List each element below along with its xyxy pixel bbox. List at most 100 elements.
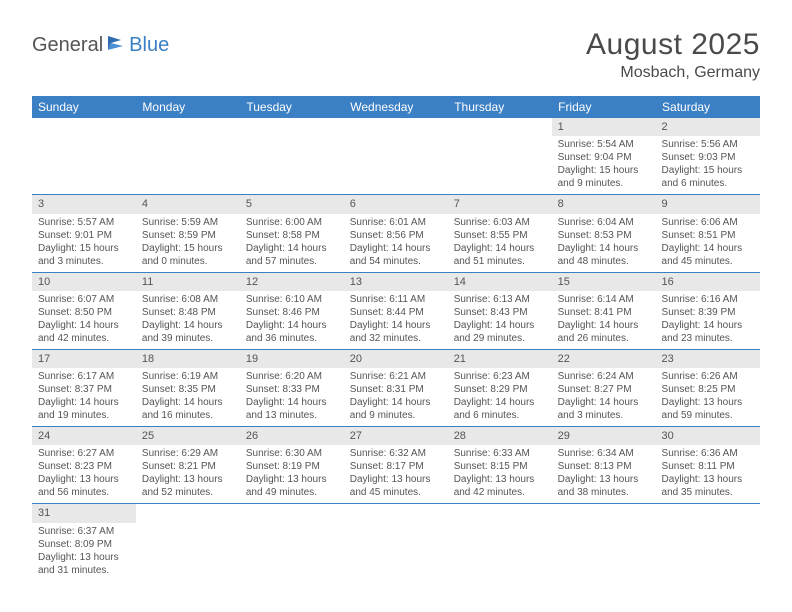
calendar-day-cell: 31Sunrise: 6:37 AMSunset: 8:09 PMDayligh…: [32, 504, 136, 581]
day-details: Sunrise: 6:08 AMSunset: 8:48 PMDaylight:…: [136, 291, 240, 349]
day-number: 23: [656, 350, 760, 368]
day-details: Sunrise: 6:00 AMSunset: 8:58 PMDaylight:…: [240, 214, 344, 272]
sunrise-line: Sunrise: 6:34 AM: [558, 447, 650, 460]
calendar-day-cell: 23Sunrise: 6:26 AMSunset: 8:25 PMDayligh…: [656, 349, 760, 426]
day-number: 26: [240, 427, 344, 445]
sunset-line: Sunset: 8:56 PM: [350, 229, 442, 242]
sunrise-line: Sunrise: 6:26 AM: [662, 370, 754, 383]
sunrise-line: Sunrise: 6:37 AM: [38, 525, 130, 538]
calendar-day-cell: 27Sunrise: 6:32 AMSunset: 8:17 PMDayligh…: [344, 427, 448, 504]
calendar-day-cell: 20Sunrise: 6:21 AMSunset: 8:31 PMDayligh…: [344, 349, 448, 426]
sunset-line: Sunset: 8:39 PM: [662, 306, 754, 319]
daylight-line: Daylight: 15 hours and 6 minutes.: [662, 164, 754, 190]
calendar-day-cell: 10Sunrise: 6:07 AMSunset: 8:50 PMDayligh…: [32, 272, 136, 349]
calendar-day-cell: 13Sunrise: 6:11 AMSunset: 8:44 PMDayligh…: [344, 272, 448, 349]
sunrise-line: Sunrise: 6:20 AM: [246, 370, 338, 383]
flag-icon: [107, 35, 127, 51]
sunset-line: Sunset: 8:48 PM: [142, 306, 234, 319]
sunset-line: Sunset: 8:46 PM: [246, 306, 338, 319]
calendar-day-cell: 29Sunrise: 6:34 AMSunset: 8:13 PMDayligh…: [552, 427, 656, 504]
daylight-line: Daylight: 14 hours and 13 minutes.: [246, 396, 338, 422]
daylight-line: Daylight: 14 hours and 57 minutes.: [246, 242, 338, 268]
day-number: 17: [32, 350, 136, 368]
calendar-day-cell: [136, 118, 240, 195]
calendar-day-cell: 5Sunrise: 6:00 AMSunset: 8:58 PMDaylight…: [240, 195, 344, 272]
calendar-week-row: 3Sunrise: 5:57 AMSunset: 9:01 PMDaylight…: [32, 195, 760, 272]
sunrise-line: Sunrise: 6:14 AM: [558, 293, 650, 306]
calendar-day-cell: 4Sunrise: 5:59 AMSunset: 8:59 PMDaylight…: [136, 195, 240, 272]
sunrise-line: Sunrise: 6:16 AM: [662, 293, 754, 306]
day-details: Sunrise: 6:23 AMSunset: 8:29 PMDaylight:…: [448, 368, 552, 426]
sunrise-line: Sunrise: 6:19 AM: [142, 370, 234, 383]
daylight-line: Daylight: 13 hours and 49 minutes.: [246, 473, 338, 499]
sunrise-line: Sunrise: 6:07 AM: [38, 293, 130, 306]
day-details: Sunrise: 6:16 AMSunset: 8:39 PMDaylight:…: [656, 291, 760, 349]
calendar-day-cell: 30Sunrise: 6:36 AMSunset: 8:11 PMDayligh…: [656, 427, 760, 504]
sunrise-line: Sunrise: 6:04 AM: [558, 216, 650, 229]
sunrise-line: Sunrise: 6:21 AM: [350, 370, 442, 383]
day-details: Sunrise: 6:06 AMSunset: 8:51 PMDaylight:…: [656, 214, 760, 272]
calendar-week-row: 24Sunrise: 6:27 AMSunset: 8:23 PMDayligh…: [32, 427, 760, 504]
calendar-day-cell: 25Sunrise: 6:29 AMSunset: 8:21 PMDayligh…: [136, 427, 240, 504]
day-details: Sunrise: 6:29 AMSunset: 8:21 PMDaylight:…: [136, 445, 240, 503]
page-title: August 2025: [586, 28, 760, 62]
day-details: Sunrise: 6:04 AMSunset: 8:53 PMDaylight:…: [552, 214, 656, 272]
header: General Blue August 2025 Mosbach, German…: [32, 28, 760, 82]
sunset-line: Sunset: 8:27 PM: [558, 383, 650, 396]
day-number: 6: [344, 195, 448, 213]
daylight-line: Daylight: 13 hours and 45 minutes.: [350, 473, 442, 499]
calendar-day-cell: 7Sunrise: 6:03 AMSunset: 8:55 PMDaylight…: [448, 195, 552, 272]
day-number: 5: [240, 195, 344, 213]
sunrise-line: Sunrise: 6:08 AM: [142, 293, 234, 306]
sunrise-line: Sunrise: 6:11 AM: [350, 293, 442, 306]
calendar-day-cell: 2Sunrise: 5:56 AMSunset: 9:03 PMDaylight…: [656, 118, 760, 195]
daylight-line: Daylight: 14 hours and 51 minutes.: [454, 242, 546, 268]
sunset-line: Sunset: 8:17 PM: [350, 460, 442, 473]
calendar-day-cell: 28Sunrise: 6:33 AMSunset: 8:15 PMDayligh…: [448, 427, 552, 504]
calendar-day-cell: 12Sunrise: 6:10 AMSunset: 8:46 PMDayligh…: [240, 272, 344, 349]
title-block: August 2025 Mosbach, Germany: [586, 28, 760, 82]
day-number: 21: [448, 350, 552, 368]
sunset-line: Sunset: 9:03 PM: [662, 151, 754, 164]
sunset-line: Sunset: 8:43 PM: [454, 306, 546, 319]
sunset-line: Sunset: 8:29 PM: [454, 383, 546, 396]
day-number-empty: [448, 504, 552, 522]
day-number: 7: [448, 195, 552, 213]
sunset-line: Sunset: 8:41 PM: [558, 306, 650, 319]
calendar-day-cell: 19 Sunrise: 6:20 AMSunset: 8:33 PMDayligh…: [240, 349, 344, 426]
day-details: Sunrise: 6:10 AMSunset: 8:46 PMDaylight:…: [240, 291, 344, 349]
calendar-day-cell: 11Sunrise: 6:08 AMSunset: 8:48 PMDayligh…: [136, 272, 240, 349]
daylight-line: Daylight: 14 hours and 3 minutes.: [558, 396, 650, 422]
day-details: Sunrise: 5:54 AMSunset: 9:04 PMDaylight:…: [552, 136, 656, 194]
day-details: Sunrise: 6:33 AMSunset: 8:15 PMDaylight:…: [448, 445, 552, 503]
sunrise-line: Sunrise: 5:54 AM: [558, 138, 650, 151]
calendar-day-cell: 26Sunrise: 6:30 AMSunset: 8:19 PMDayligh…: [240, 427, 344, 504]
day-details: Sunrise: 6:36 AMSunset: 8:11 PMDaylight:…: [656, 445, 760, 503]
day-number: 16: [656, 273, 760, 291]
sunrise-line: Sunrise: 6:03 AM: [454, 216, 546, 229]
daylight-line: Daylight: 14 hours and 29 minutes.: [454, 319, 546, 345]
sunset-line: Sunset: 8:58 PM: [246, 229, 338, 242]
sunset-line: Sunset: 8:11 PM: [662, 460, 754, 473]
calendar-day-cell: [240, 118, 344, 195]
day-details: Sunrise: 6:19 AMSunset: 8:35 PMDaylight:…: [136, 368, 240, 426]
day-number: 8: [552, 195, 656, 213]
sunset-line: Sunset: 9:01 PM: [38, 229, 130, 242]
day-number: 19: [240, 350, 344, 368]
day-number-empty: [552, 504, 656, 522]
daylight-line: Daylight: 14 hours and 48 minutes.: [558, 242, 650, 268]
day-details: Sunrise: 6:07 AMSunset: 8:50 PMDaylight:…: [32, 291, 136, 349]
sunset-line: Sunset: 8:13 PM: [558, 460, 650, 473]
daylight-line: Daylight: 15 hours and 9 minutes.: [558, 164, 650, 190]
sunrise-line: Sunrise: 5:59 AM: [142, 216, 234, 229]
calendar-day-cell: 17Sunrise: 6:17 AMSunset: 8:37 PMDayligh…: [32, 349, 136, 426]
sunset-line: Sunset: 8:33 PM: [246, 383, 338, 396]
day-details: Sunrise: 6:32 AMSunset: 8:17 PMDaylight:…: [344, 445, 448, 503]
day-details: Sunrise: 6:27 AMSunset: 8:23 PMDaylight:…: [32, 445, 136, 503]
sunrise-line: Sunrise: 6:24 AM: [558, 370, 650, 383]
day-details: Sunrise: 6:37 AMSunset: 8:09 PMDaylight:…: [32, 523, 136, 581]
day-details: Sunrise: 6:03 AMSunset: 8:55 PMDaylight:…: [448, 214, 552, 272]
day-details: Sunrise: 5:59 AMSunset: 8:59 PMDaylight:…: [136, 214, 240, 272]
daylight-line: Daylight: 14 hours and 45 minutes.: [662, 242, 754, 268]
daylight-line: Daylight: 14 hours and 36 minutes.: [246, 319, 338, 345]
